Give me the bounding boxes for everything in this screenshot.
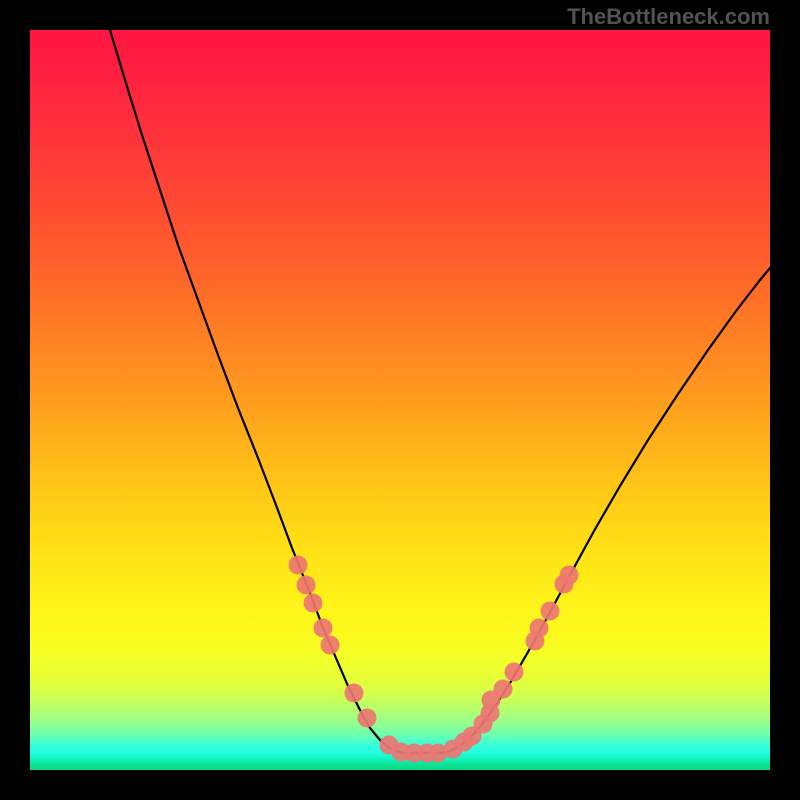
data-dot	[358, 709, 377, 728]
curve-right-branch	[442, 268, 770, 753]
data-dot	[345, 684, 364, 703]
data-dot	[494, 680, 513, 699]
data-dot	[314, 619, 333, 638]
data-dot	[304, 594, 323, 613]
data-dot	[530, 619, 549, 638]
data-dots	[289, 556, 579, 763]
data-dot	[289, 556, 308, 575]
data-dot	[505, 663, 524, 682]
data-dot	[541, 602, 560, 621]
data-dot	[560, 566, 579, 585]
watermark-text: TheBottleneck.com	[567, 4, 770, 30]
data-dot	[321, 636, 340, 655]
curve-left-branch	[110, 30, 404, 753]
data-dot	[297, 576, 316, 595]
